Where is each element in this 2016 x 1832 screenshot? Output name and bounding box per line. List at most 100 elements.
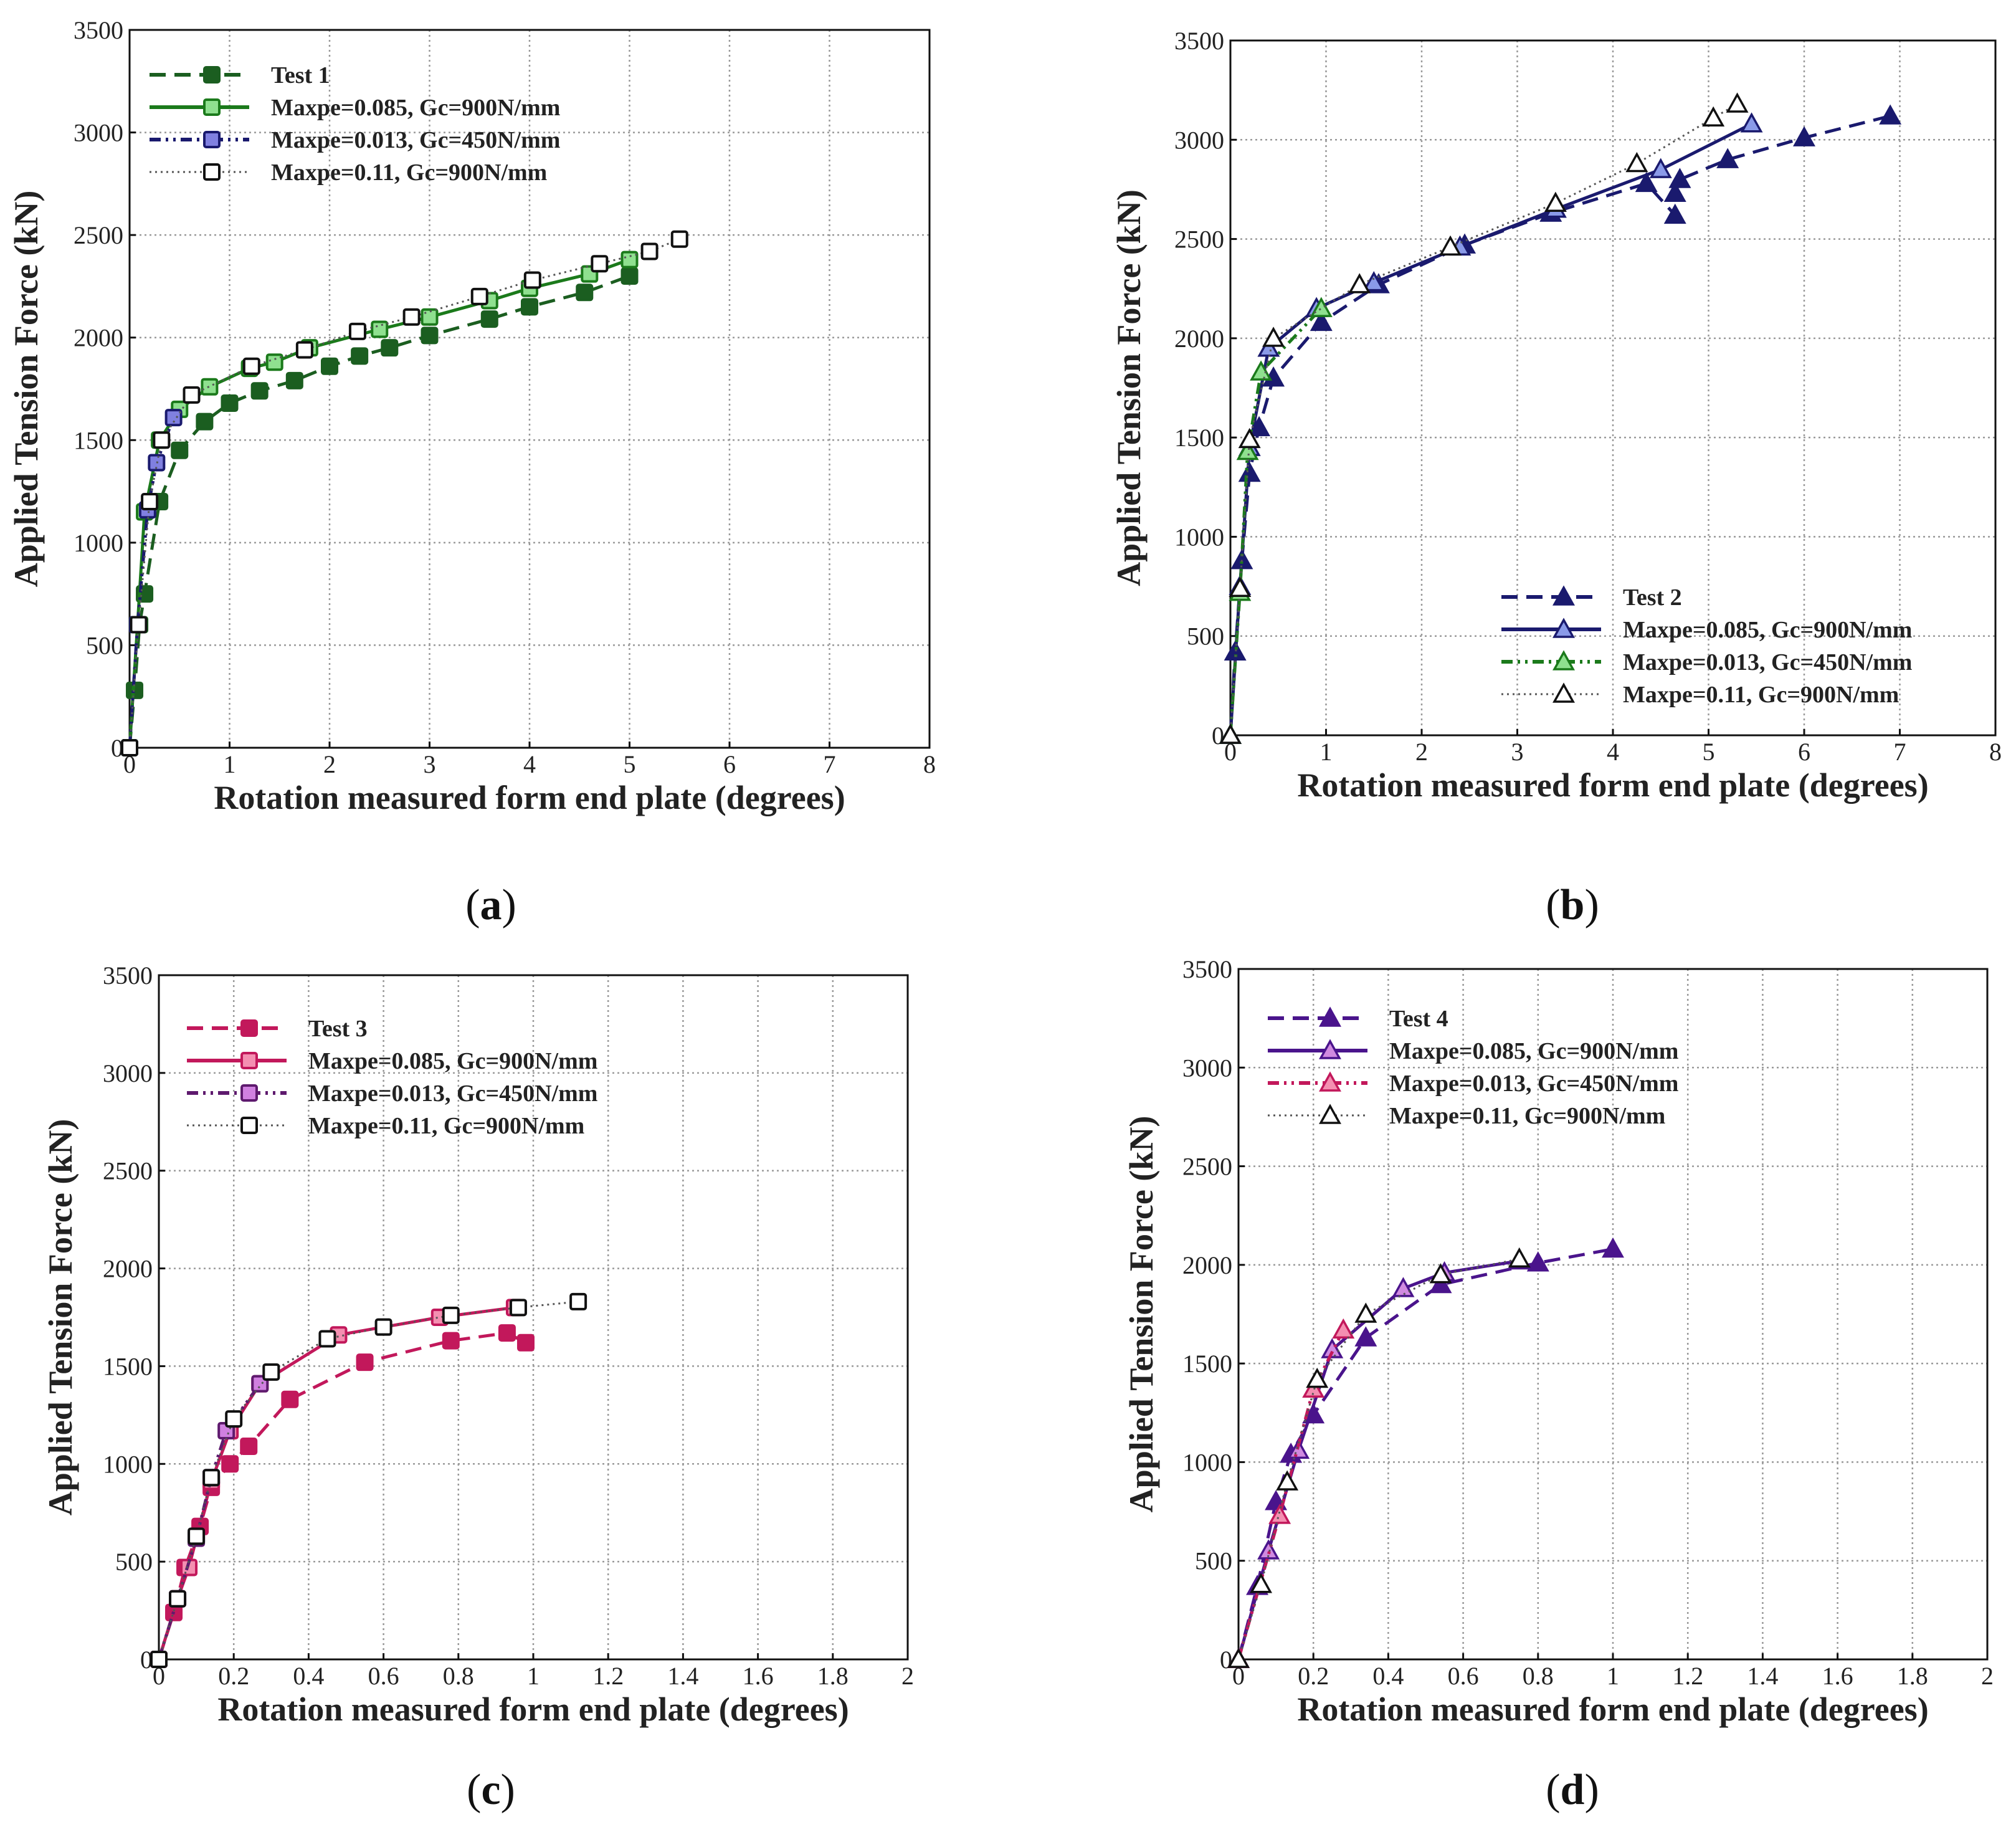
x-tick-label: 1.4 [1747, 1662, 1778, 1690]
x-tick-label: 3 [1511, 738, 1524, 766]
x-tick-label: 5 [624, 750, 636, 778]
series-line [128, 274, 630, 748]
data-point [1392, 1277, 1415, 1297]
series-4 [121, 230, 688, 756]
legend-marker [203, 98, 221, 116]
y-axis-label: Applied Tension Force (kN) [1110, 189, 1148, 586]
legend-marker [1319, 1071, 1341, 1092]
legend-label: Maxpe=0.013, Gc=450N/mm [271, 127, 560, 153]
series-line [1237, 1257, 1520, 1660]
data-point [285, 371, 303, 389]
legend: Test 1 Maxpe=0.085, Gc=900N/mm Maxpe=0.013… [150, 62, 560, 186]
x-tick-label: 3 [424, 750, 436, 778]
y-tick-label: 3000 [1182, 1054, 1232, 1082]
legend-label: Maxpe=0.11, Gc=900N/mm [271, 160, 547, 186]
chart-panel-a: 0 1 2 3 4 5 6 7 8 0 500 1000 1500 2000 2500 3000 3500 Rot… [7, 16, 936, 929]
series-line [158, 1300, 579, 1660]
y-tick-label: 2500 [103, 1157, 153, 1185]
data-point [1257, 1539, 1280, 1560]
data-point [183, 386, 201, 404]
y-tick-label: 0 [1220, 1646, 1232, 1674]
legend-marker [1552, 618, 1575, 638]
data-point [1879, 104, 1902, 125]
series-4 [150, 1292, 587, 1668]
data-point [640, 242, 659, 260]
data-point [371, 320, 389, 338]
data-point [1262, 327, 1285, 347]
data-point [262, 1363, 280, 1381]
legend-marker [203, 131, 221, 148]
legend-marker [1552, 650, 1575, 670]
legend-label: Maxpe=0.085, Gc=900N/mm [308, 1048, 597, 1074]
data-point [1544, 191, 1567, 212]
data-point [225, 1410, 243, 1428]
series-line [1237, 1329, 1345, 1660]
data-point [1726, 92, 1749, 113]
data-point [1635, 171, 1658, 193]
data-point [130, 616, 148, 634]
data-point [576, 284, 594, 302]
x-tick-label: 1.6 [743, 1662, 774, 1690]
legend-label: Maxpe=0.013, Gc=450N/mm [1623, 649, 1912, 675]
data-point [470, 287, 488, 305]
data-point [318, 1330, 336, 1348]
data-point [442, 1332, 460, 1350]
y-axis-label: Applied Tension Force (kN) [42, 1119, 79, 1516]
x-tick-label: 1 [1607, 1662, 1619, 1690]
data-point [321, 357, 338, 375]
x-tick-label: 0.6 [1448, 1662, 1479, 1690]
panel-label: (d) [1546, 1766, 1599, 1814]
y-axis-label: Applied Tension Force (kN) [1123, 1116, 1160, 1513]
data-point [402, 308, 421, 326]
data-point [1625, 151, 1648, 173]
legend-label: Maxpe=0.085, Gc=900N/mm [1623, 617, 1912, 643]
series-4 [1227, 1247, 1531, 1668]
chart-panel-c: 0 0.2 0.4 0.6 0.8 1 1.2 1.4 1.6 1.8 2 0 500 1000 1500 2… [42, 961, 914, 1814]
y-tick-label: 2000 [1182, 1251, 1232, 1279]
data-point [196, 413, 214, 431]
legend-marker [1552, 682, 1575, 703]
data-point [1276, 1470, 1299, 1491]
data-point [1716, 148, 1739, 168]
data-point [171, 441, 189, 459]
data-point [221, 394, 239, 413]
series-line [157, 1331, 527, 1660]
y-tick-label: 1000 [103, 1450, 153, 1478]
y-axis-label: Applied Tension Force (kN) [7, 191, 45, 588]
data-point [250, 382, 269, 400]
data-point [381, 339, 399, 357]
x-tick-label: 2 [1415, 738, 1428, 766]
y-tick-label: 1500 [1174, 424, 1224, 452]
data-point [1702, 106, 1725, 126]
data-point [1250, 360, 1273, 381]
data-point [150, 1651, 168, 1668]
legend-label: Test 3 [308, 1016, 368, 1042]
data-point [523, 271, 541, 289]
data-point [1238, 427, 1261, 449]
y-tick-label: 0 [1212, 722, 1224, 750]
x-tick-label: 1.8 [817, 1662, 849, 1690]
data-point [1740, 112, 1763, 133]
data-point [1268, 1504, 1291, 1524]
data-point [164, 409, 183, 427]
x-tick-label: 1.2 [1672, 1662, 1703, 1690]
legend-marker [240, 1117, 258, 1134]
data-point [1354, 1302, 1377, 1323]
data-point [421, 308, 439, 326]
data-point [670, 230, 688, 248]
y-tick-label: 3000 [103, 1059, 153, 1087]
data-point [1526, 1251, 1549, 1272]
data-point [480, 310, 498, 328]
y-tick-label: 3500 [1182, 955, 1232, 983]
data-point [521, 298, 538, 316]
y-tick-label: 3500 [103, 961, 153, 990]
legend-marker [240, 1084, 258, 1102]
data-point [351, 347, 369, 365]
legend-marker [1319, 1006, 1341, 1027]
data-point [620, 250, 639, 269]
data-point [1310, 297, 1333, 317]
data-point [1302, 1377, 1325, 1398]
data-point [1793, 126, 1815, 146]
x-axis-label: Rotation measured form end plate (degree… [217, 1691, 849, 1728]
panel-label: (a) [465, 881, 516, 929]
